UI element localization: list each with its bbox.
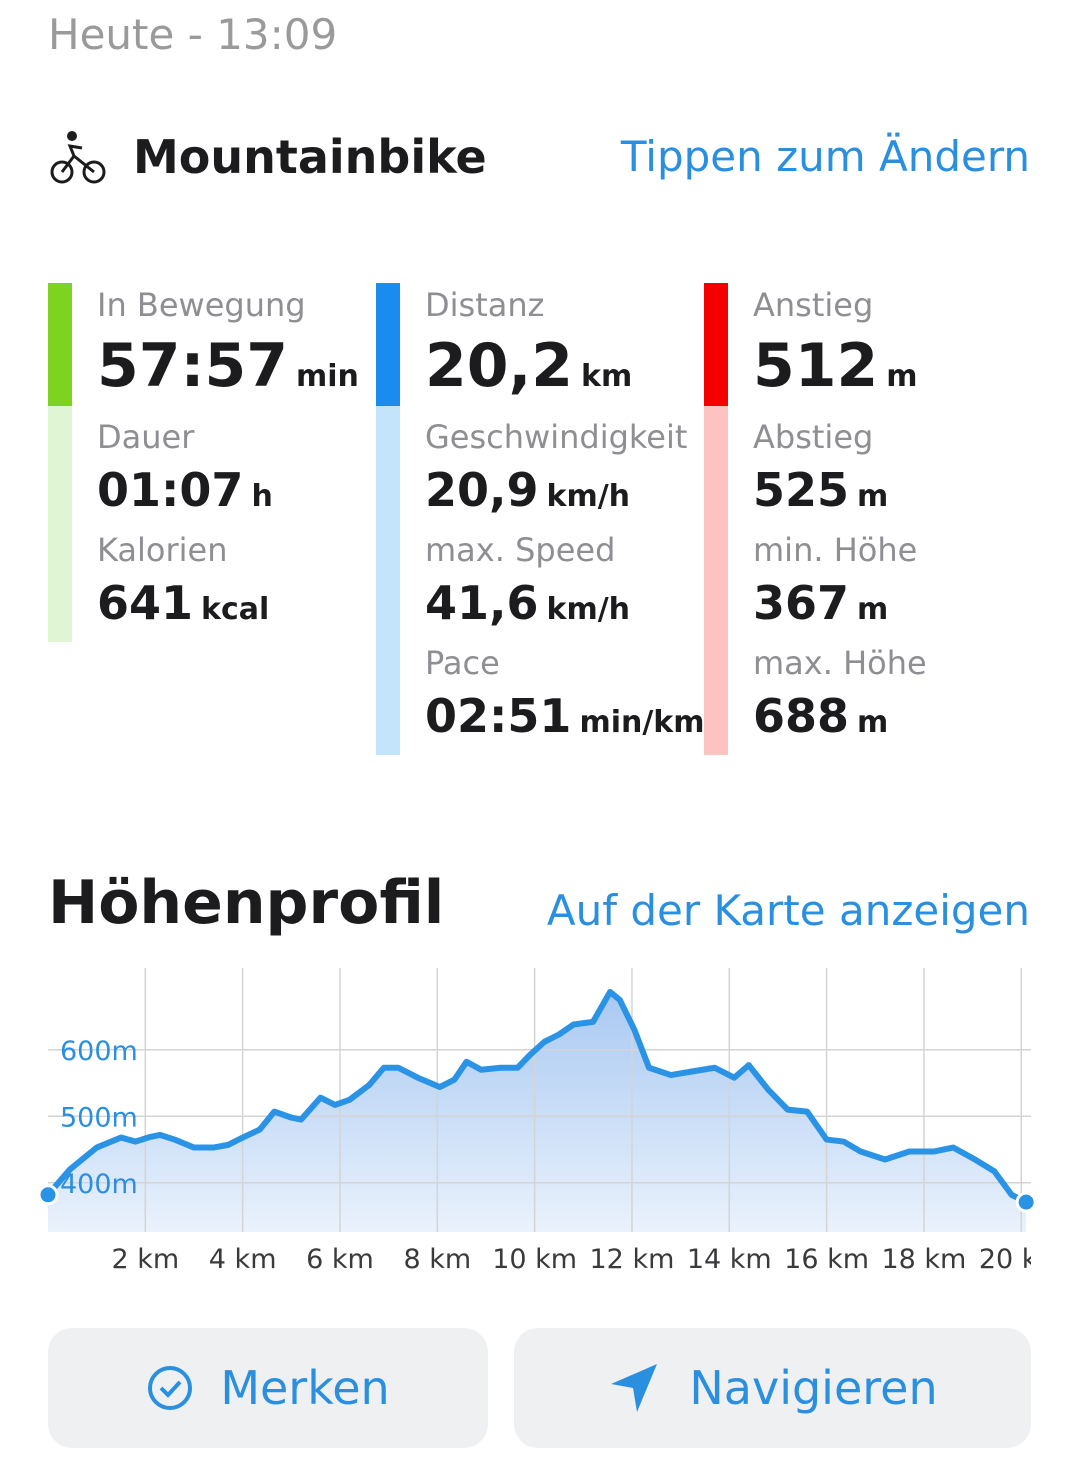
- stat-column: Anstieg 512 m Abstieg 525 m min. Höhe 367 m max. …: [704, 283, 1004, 755]
- stat-label: Distanz: [425, 286, 545, 324]
- stat-unit: min/km: [579, 705, 705, 740]
- y-tick-label: 500m: [60, 1102, 138, 1133]
- change-link[interactable]: Tippen zum Ändern: [620, 132, 1030, 181]
- x-tick-label: 4 km: [209, 1244, 277, 1275]
- stat-item: Distanz 20,2 km: [425, 283, 676, 416]
- stat-number: 688: [753, 689, 850, 743]
- stat-label: In Bewegung: [97, 286, 306, 324]
- stat-item: Anstieg 512 m: [753, 283, 1004, 416]
- stat-label: Abstieg: [753, 418, 874, 456]
- navigate-button[interactable]: Navigieren: [514, 1328, 1031, 1448]
- stat-label: max. Speed: [425, 531, 616, 569]
- x-tick-label: 18 km: [881, 1244, 966, 1275]
- stat-value: 02:51 min/km: [425, 684, 705, 755]
- stat-label: min. Höhe: [753, 531, 918, 569]
- stat-number: 525: [753, 463, 850, 517]
- stat-value: 525 m: [753, 458, 1004, 529]
- stat-unit: m: [857, 592, 889, 627]
- x-tick-label: 14 km: [687, 1244, 772, 1275]
- stat-label: Anstieg: [753, 286, 874, 324]
- stat-bar-top: [48, 283, 72, 406]
- x-tick-label: 16 km: [784, 1244, 869, 1275]
- y-tick-label: 400m: [60, 1169, 138, 1200]
- stat-number: 20,9: [425, 463, 539, 517]
- x-tick-label: 8 km: [403, 1244, 471, 1275]
- stat-value: 20,9 km/h: [425, 458, 676, 529]
- stat-unit: kcal: [201, 592, 270, 627]
- stat-unit: m: [886, 359, 918, 394]
- elevation-chart: 400m 500m 600m 2 km 4 km 6 km 8 km 10 km 12 km 14…: [37, 968, 1064, 1275]
- end-point: [37, 1184, 59, 1206]
- stat-unit: km/h: [546, 479, 631, 514]
- section-title: Höhenprofil: [48, 868, 445, 938]
- stat-number: 02:51: [425, 689, 572, 743]
- stat-label: Dauer: [97, 418, 195, 456]
- elevation-line: [45, 988, 1028, 1205]
- stat-label: Pace: [425, 644, 500, 682]
- x-tick-label: 2 km: [111, 1244, 179, 1275]
- end-point: [1015, 1191, 1037, 1213]
- stat-column: Distanz 20,2 km Geschwindigkeit 20,9 km/h max.…: [376, 283, 705, 755]
- save-label: Merken: [220, 1361, 390, 1415]
- stat-column: In Bewegung 57:57 min Dauer 01:07 h Kalorien 64…: [48, 283, 359, 642]
- stat-number: 512: [753, 331, 879, 401]
- stat-number: 41,6: [425, 576, 539, 630]
- stat-number: 20,2: [425, 331, 574, 401]
- stat-value: 367 m: [753, 571, 1004, 642]
- stat-value: 641 kcal: [97, 571, 348, 642]
- save-button[interactable]: Merken: [48, 1328, 488, 1448]
- stat-item: max. Speed 41,6 km/h: [425, 529, 676, 642]
- stat-value: 01:07 h: [97, 458, 348, 529]
- stat-item: Kalorien 641 kcal: [97, 529, 348, 642]
- stat-label: Geschwindigkeit: [425, 418, 688, 456]
- stat-value: 512 m: [753, 327, 1004, 416]
- x-tick-label: 12 km: [590, 1244, 675, 1275]
- stat-bar-top: [376, 283, 400, 406]
- stat-bar: [376, 283, 400, 755]
- area-fill: [48, 991, 1027, 1232]
- stat-bar: [48, 283, 72, 642]
- check-icon: [148, 1366, 193, 1410]
- time: Heute - 13:09: [48, 10, 338, 59]
- stat-item: Abstieg 525 m: [753, 416, 1004, 529]
- stat-number: 641: [97, 576, 194, 630]
- stat-unit: min: [296, 359, 359, 394]
- stat-bar-top: [704, 283, 728, 406]
- x-axis: 2 km 4 km 6 km 8 km 10 km 12 km 14 km 16 km 18 k…: [111, 1244, 1064, 1275]
- bike-icon: [50, 131, 106, 184]
- stat-number: 367: [753, 576, 850, 630]
- stat-label: max. Höhe: [753, 644, 927, 682]
- stat-item: Dauer 01:07 h: [97, 416, 348, 529]
- x-tick-label: 10 km: [492, 1244, 577, 1275]
- stat-number: 57:57: [97, 331, 288, 401]
- x-tick-label: 20 km: [979, 1244, 1064, 1275]
- stat-number: 01:07: [97, 463, 244, 517]
- stat-item: max. Höhe 688 m: [753, 642, 1004, 755]
- stat-item: In Bewegung 57:57 min: [97, 283, 359, 416]
- stat-unit: km/h: [546, 592, 631, 627]
- navigate-label: Navigieren: [689, 1361, 938, 1415]
- activity-name: Mountainbike: [133, 130, 487, 184]
- stat-label: Kalorien: [97, 531, 228, 569]
- stat-item: Geschwindigkeit 20,9 km/h: [425, 416, 688, 529]
- stat-value: 20,2 km: [425, 327, 676, 416]
- x-tick-label: 6 km: [306, 1244, 374, 1275]
- stat-bar: [704, 283, 728, 755]
- stat-item: Pace 02:51 min/km: [425, 642, 705, 755]
- map-link[interactable]: Auf der Karte anzeigen: [546, 886, 1030, 935]
- y-tick-label: 600m: [60, 1036, 138, 1067]
- stat-unit: m: [857, 705, 889, 740]
- stat-unit: m: [857, 479, 889, 514]
- stat-value: 688 m: [753, 684, 1004, 755]
- stat-unit: h: [251, 479, 273, 514]
- stat-value: 57:57 min: [97, 327, 359, 416]
- stat-value: 41,6 km/h: [425, 571, 676, 642]
- stat-item: min. Höhe 367 m: [753, 529, 1004, 642]
- stat-unit: km: [581, 359, 633, 394]
- nav-icon: [611, 1364, 658, 1412]
